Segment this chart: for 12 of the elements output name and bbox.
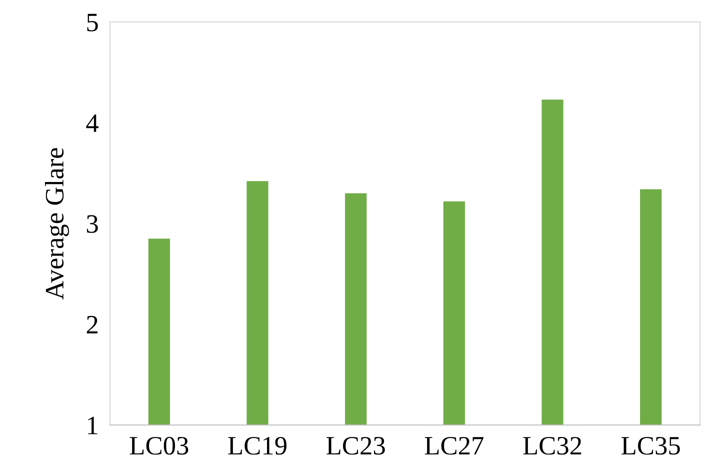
y-tick-label: 3: [86, 215, 98, 233]
x-tick-label: LC32: [523, 436, 582, 455]
y-tick-label: 1: [88, 416, 98, 434]
y-tick-label: 2: [86, 316, 98, 334]
y-tick-label: 4: [86, 114, 98, 132]
x-tick-label: LC03: [130, 436, 188, 455]
y-tick-label: 5: [87, 14, 98, 32]
x-tick-label: LC35: [622, 436, 680, 455]
x-tick-label: LC23: [326, 436, 385, 455]
y-axis-title: Average Glare: [45, 148, 70, 300]
x-tick-label: LC27: [424, 436, 484, 455]
x-tick-label: LC19: [228, 436, 286, 455]
